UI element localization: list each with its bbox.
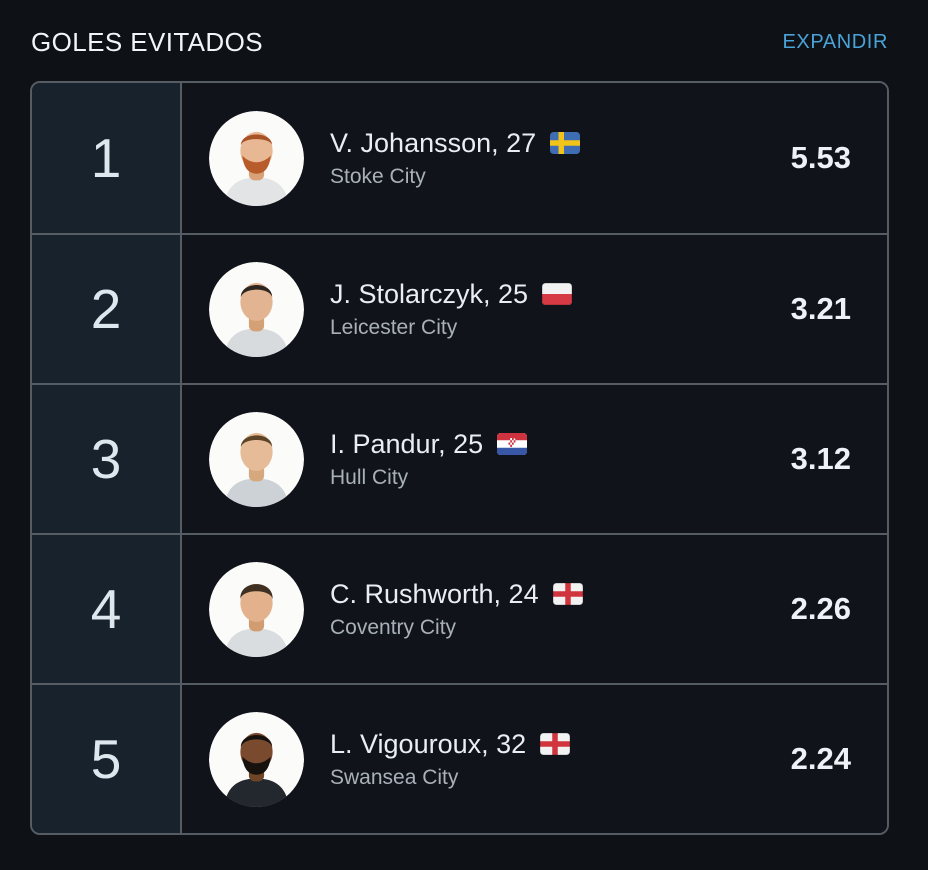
poland-flag-icon — [542, 283, 573, 305]
rank-number: 3 — [32, 385, 182, 533]
row-content: C. Rushworth, 24 Coventry City 2.26 — [182, 535, 887, 683]
rank-number: 1 — [32, 83, 182, 233]
player-info: J. Stolarczyk, 25 Leicester City — [330, 278, 573, 340]
player-avatar — [209, 561, 304, 657]
sweden-flag-icon — [550, 132, 581, 154]
stat-value: 2.26 — [790, 591, 851, 626]
england-flag-icon — [552, 583, 583, 605]
player-team: Coventry City — [330, 615, 457, 639]
row-content: V. Johansson, 27 Stoke City 5.53 — [182, 83, 887, 233]
croatia-flag-icon — [497, 433, 528, 455]
player-info: C. Rushworth, 24 Coventry City — [330, 579, 583, 640]
player-name: V. Johansson, 27 — [330, 127, 537, 158]
player-info: I. Pandur, 25 Hull City — [330, 428, 528, 490]
player-avatar — [209, 110, 304, 206]
player-name: L. Vigouroux, 32 — [330, 728, 527, 759]
table-row[interactable]: 1 V. Johansson, 27 — [32, 83, 887, 233]
widget-header: GOLES EVITADOS EXPANDIR — [30, 27, 889, 58]
rank-number: 5 — [32, 685, 182, 833]
player-name: J. Stolarczyk, 25 — [330, 278, 529, 309]
player-team: Stoke City — [330, 164, 426, 188]
player-name: I. Pandur, 25 — [330, 428, 484, 459]
stat-value: 3.12 — [790, 441, 851, 476]
rank-number: 2 — [32, 235, 182, 383]
rank-number: 4 — [32, 535, 182, 683]
stat-value: 5.53 — [790, 140, 851, 175]
table-row[interactable]: 2 J. Stolarczyk, 25 — [32, 233, 887, 383]
row-content: J. Stolarczyk, 25 Leicester City 3.21 — [182, 235, 887, 383]
stat-value: 3.21 — [790, 291, 851, 326]
player-team: Swansea City — [330, 765, 459, 789]
widget-title: GOLES EVITADOS — [31, 27, 263, 57]
player-avatar — [209, 411, 304, 507]
player-team: Hull City — [330, 465, 409, 489]
row-content: I. Pandur, 25 Hull City 3.1 — [182, 385, 887, 533]
row-content: L. Vigouroux, 32 Swansea City 2.24 — [182, 685, 887, 833]
player-name: C. Rushworth, 24 — [330, 578, 539, 609]
goles-evitados-widget: GOLES EVITADOS EXPANDIR 1 V. Johansson, … — [30, 27, 889, 835]
table-row[interactable]: 4 C. Rushworth, 24 — [32, 533, 887, 683]
player-avatar — [209, 711, 304, 807]
player-info: V. Johansson, 27 Stoke City — [330, 127, 581, 189]
table-row[interactable]: 5 L. Vigouroux, 32 — [32, 683, 887, 833]
player-info: L. Vigouroux, 32 Swansea City — [330, 728, 571, 790]
player-team: Leicester City — [330, 315, 458, 339]
expand-button[interactable]: EXPANDIR — [782, 31, 888, 53]
table-row[interactable]: 3 I. Pandur, 25 — [32, 383, 887, 533]
stat-value: 2.24 — [790, 741, 851, 776]
england-flag-icon — [540, 733, 571, 755]
leaderboard-table: 1 V. Johansson, 27 — [30, 81, 889, 835]
player-avatar — [209, 261, 304, 357]
